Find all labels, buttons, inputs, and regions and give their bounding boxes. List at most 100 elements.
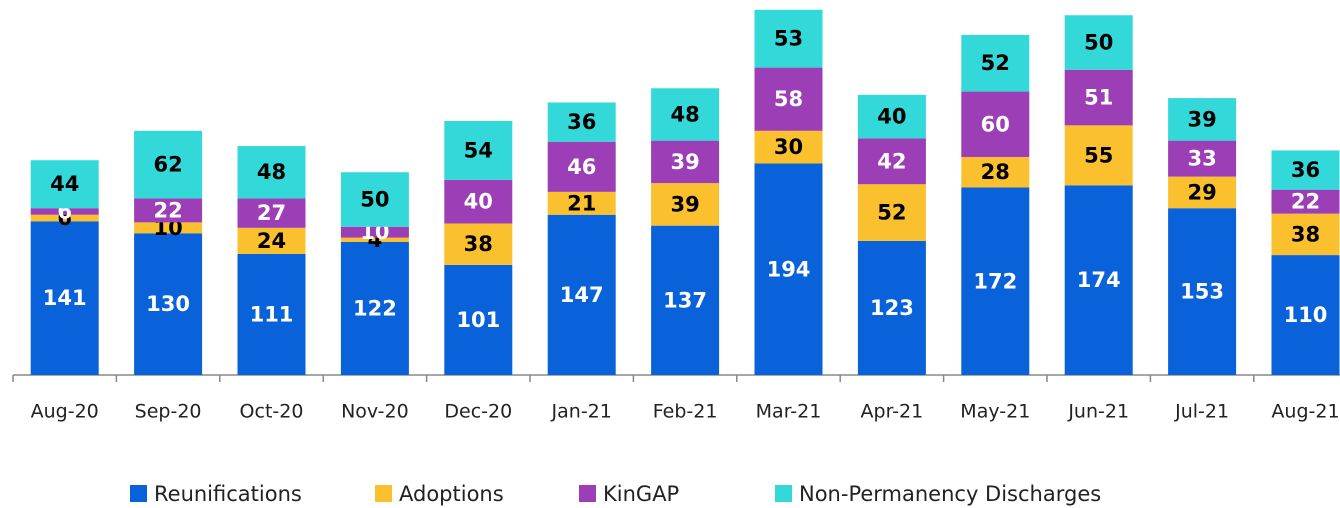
data-label: 52	[877, 201, 906, 225]
data-label: 48	[670, 102, 699, 126]
x-tick-label: Jul-21	[1174, 401, 1229, 423]
data-label: 48	[257, 160, 286, 184]
data-label: 24	[257, 229, 286, 253]
bar-segment	[961, 34, 1030, 92]
bar-segment	[1271, 255, 1340, 375]
data-label: 110	[1284, 303, 1328, 327]
x-tick-label: Oct-20	[240, 401, 304, 423]
bar-segment	[1168, 98, 1237, 141]
bar-segment	[340, 242, 409, 375]
bar-segment	[1064, 69, 1133, 126]
data-label: 39	[670, 150, 699, 174]
bar-segment	[134, 198, 203, 223]
bar-segment	[547, 102, 616, 142]
bar-segment	[754, 9, 823, 68]
x-tick-label: Sep-20	[135, 401, 202, 423]
data-label: 30	[774, 135, 803, 159]
bar-segment	[134, 233, 203, 375]
data-label: 58	[774, 87, 803, 111]
bar-segment	[30, 214, 99, 222]
data-label: 36	[567, 110, 596, 134]
data-label: 21	[567, 191, 596, 215]
data-label: 141	[43, 286, 87, 310]
x-tick-label: Jun-21	[1067, 401, 1129, 423]
bar-segment	[1168, 176, 1237, 209]
legend-swatch	[375, 485, 392, 502]
legend-label: Non-Permanency Discharges	[799, 482, 1101, 506]
bar-segment	[651, 88, 720, 141]
data-label: 147	[560, 283, 604, 307]
bar-segment	[237, 227, 306, 254]
bar-segment	[961, 156, 1030, 188]
x-tick-label: Mar-21	[756, 401, 822, 423]
data-label: 122	[353, 297, 397, 321]
bar-segment	[547, 191, 616, 215]
data-label: 62	[153, 153, 182, 177]
bar-segment	[857, 240, 926, 375]
bar-segment	[30, 208, 99, 215]
bar-segment	[651, 140, 720, 184]
data-label: 111	[250, 302, 294, 326]
data-label: 174	[1077, 268, 1121, 292]
bar-segment	[134, 222, 203, 234]
data-label: 33	[1187, 147, 1216, 171]
bar-segment	[754, 163, 823, 375]
data-label: 51	[1084, 86, 1113, 110]
data-label: 54	[464, 138, 493, 162]
bar-segment	[444, 223, 513, 265]
bar-segment	[1271, 189, 1340, 214]
bar-segment	[1168, 208, 1237, 375]
bar-segment	[444, 264, 513, 375]
x-tick-label: Jan-21	[551, 401, 612, 423]
bar-segment	[134, 130, 203, 199]
legend-swatch	[130, 485, 147, 502]
bar-segment	[237, 146, 306, 199]
bar-segment	[1271, 213, 1340, 256]
data-label: 27	[257, 201, 286, 225]
bar-segment	[547, 214, 616, 375]
bar-segment	[547, 141, 616, 192]
legend-swatch	[775, 485, 792, 502]
data-label: 50	[1084, 31, 1113, 55]
bar-segment	[1064, 15, 1133, 70]
data-label: 153	[1180, 280, 1224, 304]
data-label: 46	[567, 155, 596, 179]
data-label: 22	[1291, 190, 1320, 214]
x-tick-label: Feb-21	[653, 401, 718, 423]
legend-swatch	[579, 485, 596, 502]
data-label: 40	[464, 190, 493, 214]
bar-segment	[1168, 140, 1237, 177]
x-tick-label: Apr-21	[861, 401, 924, 423]
bar-segment	[651, 225, 720, 375]
x-tick-label: Aug-21	[1271, 401, 1339, 423]
data-label: 29	[1187, 180, 1216, 204]
legend-label: KinGAP	[603, 482, 679, 506]
data-label: 194	[767, 257, 811, 281]
data-label: 52	[981, 51, 1010, 75]
data-label: 123	[870, 296, 914, 320]
data-label: 101	[456, 308, 500, 332]
data-label: 137	[663, 288, 707, 312]
data-label: 28	[981, 160, 1010, 184]
bar-segment	[754, 130, 823, 164]
data-label: 172	[973, 269, 1017, 293]
x-tick-label: Dec-20	[444, 401, 512, 423]
bar-segment	[754, 67, 823, 131]
bar-segment	[651, 183, 720, 226]
bar-segment	[340, 172, 409, 227]
data-label: 42	[877, 149, 906, 173]
data-label: 60	[981, 112, 1010, 136]
bar-segment	[1064, 185, 1133, 375]
data-label: 53	[774, 27, 803, 51]
data-label: 44	[50, 172, 79, 196]
data-label: 50	[360, 187, 389, 211]
bar-segment	[444, 179, 513, 224]
data-label: 38	[464, 232, 493, 256]
bar-segment	[340, 237, 409, 243]
data-label: 22	[153, 198, 182, 222]
bar-segment	[237, 198, 306, 228]
data-label: 55	[1084, 143, 1113, 167]
bar-segment	[30, 221, 99, 375]
bar-segment	[857, 184, 926, 241]
